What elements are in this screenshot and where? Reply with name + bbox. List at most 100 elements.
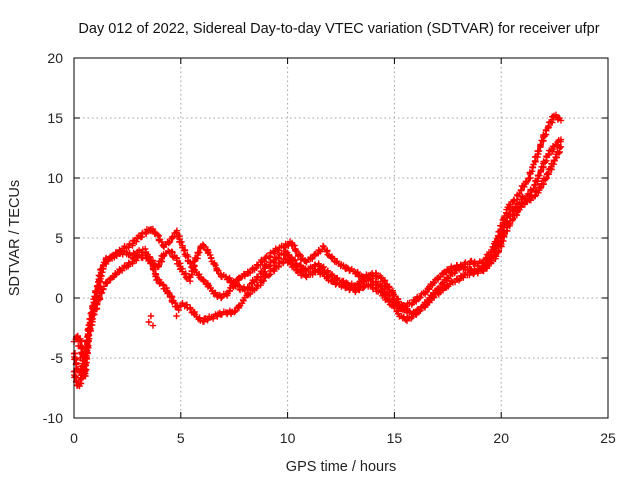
data-point <box>417 307 424 314</box>
data-point <box>201 243 208 250</box>
data-point <box>149 322 157 329</box>
data-points <box>70 111 565 390</box>
data-point <box>315 247 323 254</box>
y-tick-label: 10 <box>47 170 63 186</box>
data-point <box>536 172 543 179</box>
data-point <box>288 263 296 271</box>
data-point <box>557 136 565 143</box>
data-point <box>129 255 137 262</box>
data-point <box>89 315 96 322</box>
data-point <box>545 150 552 158</box>
data-point <box>356 286 363 294</box>
data-point <box>173 312 180 320</box>
data-point <box>104 279 111 287</box>
data-point <box>166 238 174 246</box>
y-axis-label: SDTVAR / TECUs <box>7 180 23 296</box>
data-point <box>417 294 424 301</box>
data-point <box>230 278 237 285</box>
data-point <box>188 268 195 275</box>
data-point <box>493 253 500 260</box>
data-point <box>217 294 225 302</box>
data-point <box>148 260 156 267</box>
data-point <box>94 300 101 307</box>
data-point <box>296 262 304 269</box>
data-point <box>291 262 299 270</box>
data-point <box>232 307 239 315</box>
data-point <box>265 272 273 279</box>
data-point <box>530 185 537 192</box>
data-point <box>187 305 194 313</box>
data-point <box>83 343 90 350</box>
data-point <box>133 238 140 245</box>
x-tick-label: 15 <box>387 430 403 446</box>
data-point <box>422 301 430 308</box>
grid-lines <box>74 58 608 418</box>
data-point <box>275 262 282 270</box>
data-point <box>147 312 155 320</box>
y-tick-label: 15 <box>47 110 63 126</box>
data-point <box>81 365 88 372</box>
data-point <box>359 284 367 292</box>
data-point <box>291 256 299 264</box>
data-point <box>284 259 292 266</box>
data-point <box>415 308 423 315</box>
chart-title: Day 012 of 2022, Sidereal Day-to-day VTE… <box>78 21 599 37</box>
data-point <box>165 239 172 247</box>
data-point <box>215 267 222 274</box>
data-point <box>275 254 282 261</box>
data-point <box>466 271 473 279</box>
x-tick-labels: 0 5 10 15 20 25 <box>70 430 616 446</box>
data-point <box>145 318 152 326</box>
data-point <box>98 289 106 296</box>
data-point <box>537 167 544 175</box>
data-point <box>150 266 157 273</box>
plot-frame <box>73 57 609 419</box>
data-point <box>265 254 273 261</box>
data-point <box>260 277 267 285</box>
y-tick-label: 20 <box>47 50 63 66</box>
data-point <box>77 374 84 381</box>
data-point <box>557 143 565 150</box>
data-point <box>158 238 165 246</box>
data-point <box>529 164 536 171</box>
data-point <box>187 260 194 267</box>
data-point <box>557 117 565 124</box>
data-point <box>100 262 107 269</box>
data-point <box>240 297 247 304</box>
data-point <box>537 141 544 148</box>
data-point <box>155 261 162 269</box>
data-point <box>213 266 221 273</box>
data-point <box>212 262 219 269</box>
y-tick-label: -5 <box>51 350 64 366</box>
x-tick-label: 20 <box>493 430 509 446</box>
data-point <box>518 187 525 194</box>
series-track-1 <box>70 111 565 380</box>
data-point <box>200 242 207 249</box>
data-point <box>507 220 514 228</box>
data-point <box>207 254 215 262</box>
series-track-3 <box>70 143 565 390</box>
data-point <box>333 280 340 287</box>
data-point <box>107 275 114 282</box>
data-point <box>291 242 298 249</box>
data-point <box>319 242 327 250</box>
data-point <box>200 276 207 283</box>
data-point <box>281 243 288 251</box>
data-point <box>196 249 203 256</box>
data-point <box>77 354 84 362</box>
data-point <box>537 184 544 192</box>
data-point <box>125 244 132 251</box>
data-point <box>163 284 170 292</box>
data-point <box>293 248 300 255</box>
data-point <box>258 256 265 264</box>
data-point <box>296 251 303 258</box>
data-point <box>207 251 214 259</box>
data-point <box>509 215 517 222</box>
x-tick-label: 0 <box>70 430 78 446</box>
x-axis-label: GPS time / hours <box>286 459 396 475</box>
x-tick-label: 25 <box>600 430 616 446</box>
data-point <box>391 292 398 300</box>
data-point <box>391 304 398 312</box>
data-point <box>293 266 300 273</box>
